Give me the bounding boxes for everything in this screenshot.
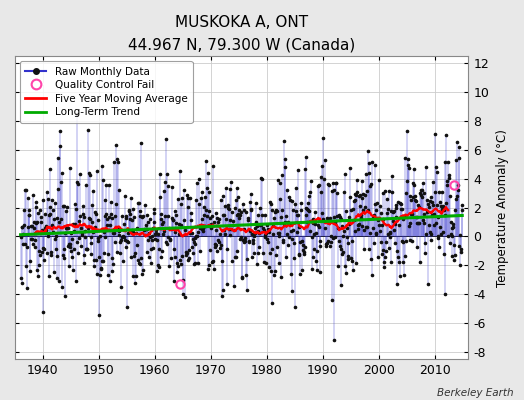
Title: MUSKOKA A, ONT
44.967 N, 79.300 W (Canada): MUSKOKA A, ONT 44.967 N, 79.300 W (Canad… [128, 15, 355, 52]
Y-axis label: Temperature Anomaly (°C): Temperature Anomaly (°C) [496, 129, 509, 286]
Text: Berkeley Earth: Berkeley Earth [437, 388, 514, 398]
Legend: Raw Monthly Data, Quality Control Fail, Five Year Moving Average, Long-Term Tren: Raw Monthly Data, Quality Control Fail, … [20, 61, 192, 123]
